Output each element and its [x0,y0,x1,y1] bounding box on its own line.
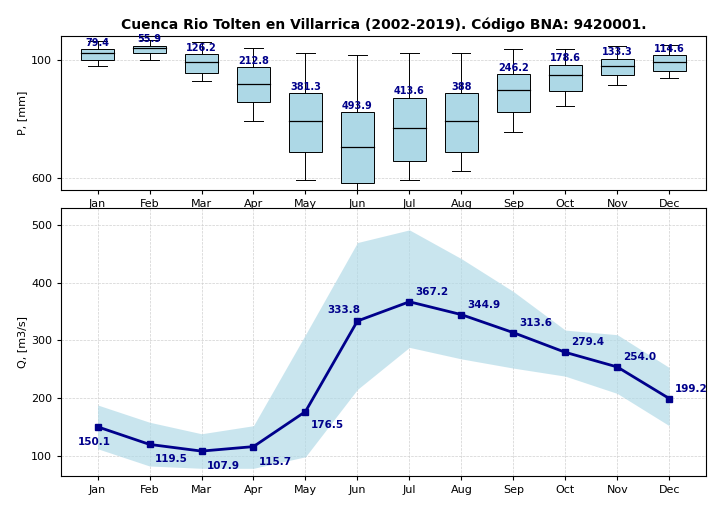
Y-axis label: Q, [m3/s]: Q, [m3/s] [17,316,27,368]
Text: 126.2: 126.2 [186,43,217,53]
Text: 212.8: 212.8 [238,56,269,66]
Bar [289,93,322,152]
Text: 388: 388 [451,82,472,92]
Text: 493.9: 493.9 [342,100,373,111]
Text: 381.3: 381.3 [290,82,321,92]
Bar [237,67,270,102]
Bar [81,49,114,60]
Bar [133,46,166,54]
Text: 254.0: 254.0 [623,352,656,362]
Y-axis label: P, [mm]: P, [mm] [17,91,27,135]
Bar [185,54,218,73]
Text: 367.2: 367.2 [415,287,448,297]
Bar [497,74,530,112]
Text: 133.3: 133.3 [602,47,633,57]
Bar [652,55,686,71]
Bar [341,112,374,183]
Text: 333.8: 333.8 [327,305,360,315]
Text: 178.6: 178.6 [550,54,581,63]
Text: 114.6: 114.6 [654,44,685,54]
Text: 344.9: 344.9 [467,300,500,309]
Text: 119.5: 119.5 [155,454,188,464]
Text: 115.7: 115.7 [259,457,292,466]
Text: 313.6: 313.6 [519,318,552,328]
Text: 107.9: 107.9 [207,461,240,471]
Text: 413.6: 413.6 [394,86,425,96]
Bar [445,93,478,152]
Bar [600,59,634,75]
Bar [549,64,582,90]
Text: 79.4: 79.4 [86,38,109,48]
Bar [392,98,426,162]
Text: 246.2: 246.2 [498,63,528,73]
Text: 199.2: 199.2 [675,384,708,394]
Text: 176.5: 176.5 [311,420,344,430]
Text: 150.1: 150.1 [78,437,111,447]
Text: 55.9: 55.9 [138,34,161,44]
Title: Cuenca Rio Tolten en Villarrica (2002-2019). Código BNA: 9420001.: Cuenca Rio Tolten en Villarrica (2002-20… [121,18,646,32]
Text: 279.4: 279.4 [571,337,604,347]
